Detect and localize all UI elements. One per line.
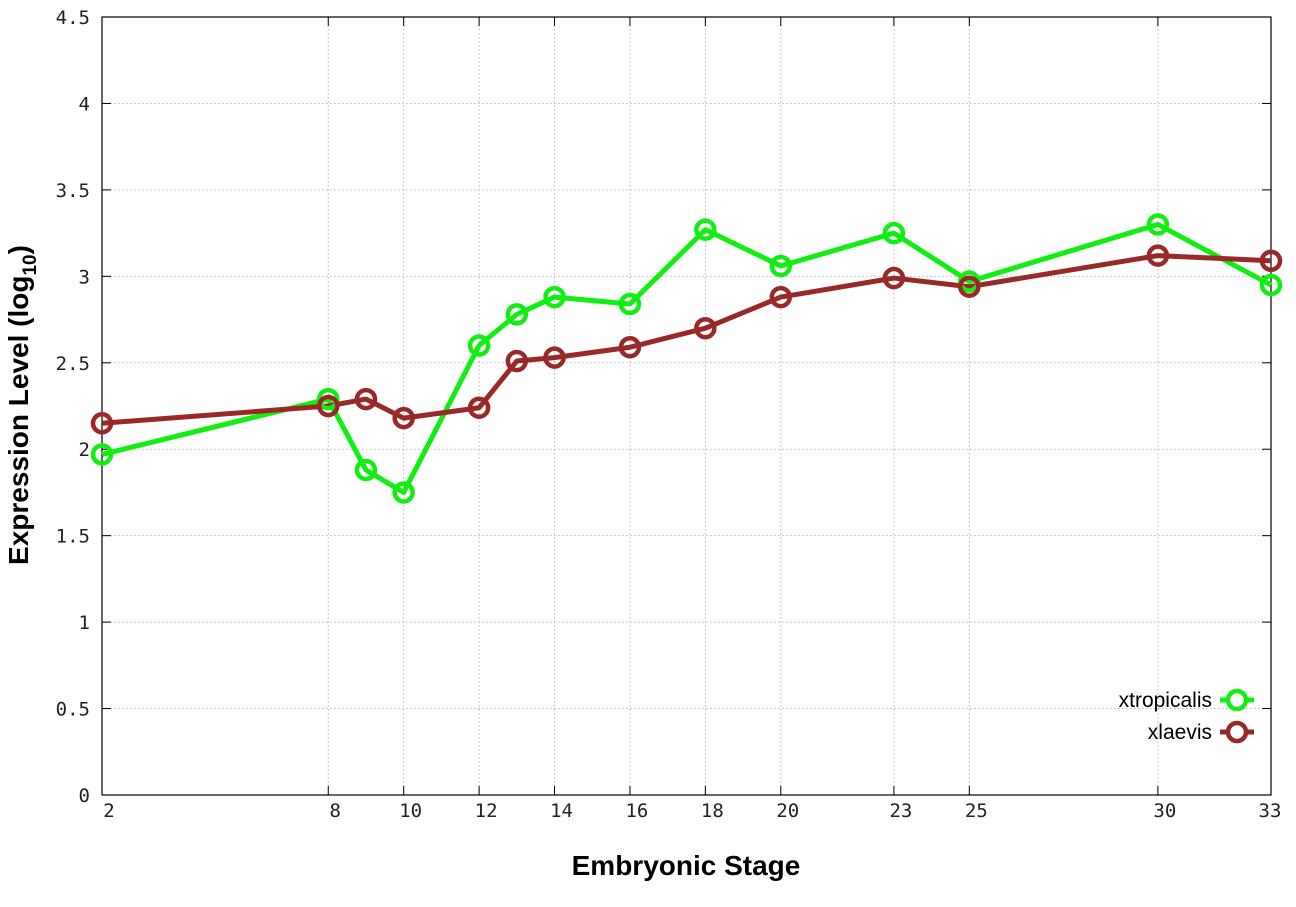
- data-point-xlaevis: [392, 406, 415, 430]
- data-point-xlaevis: [618, 335, 642, 359]
- data-point-xlaevis: [769, 285, 793, 309]
- data-point-xtropicalis: [1259, 273, 1283, 297]
- x-tick-label: 18: [701, 800, 724, 822]
- axis-ticks: [101, 16, 1272, 796]
- data-point-xlaevis: [694, 316, 717, 340]
- x-tick-label: 16: [625, 800, 648, 822]
- grid-lines: [102, 17, 1271, 795]
- data-point-xtropicalis: [882, 221, 906, 245]
- x-tick-label: 20: [776, 800, 799, 822]
- legend-label-xlaevis: xlaevis: [1148, 721, 1212, 744]
- x-tick-label: 12: [475, 800, 498, 822]
- legend: xtropicalis xlaevis: [1119, 688, 1254, 744]
- y-tick-label: 2: [79, 439, 90, 461]
- data-point-xtropicalis: [467, 334, 491, 357]
- x-tick-label: 25: [965, 800, 988, 822]
- series-lines: [101, 221, 1273, 495]
- y-tick-label: 0: [79, 785, 90, 807]
- y-tick-label: 0.5: [56, 699, 90, 721]
- data-point-xtropicalis: [769, 254, 793, 278]
- x-tick-label: 8: [330, 800, 341, 822]
- x-tick-label: 14: [550, 800, 573, 822]
- legend-swatch-marker-xtropicalis: [1225, 688, 1249, 712]
- y-tick-label: 1.5: [56, 526, 90, 548]
- data-point-xlaevis: [505, 349, 529, 373]
- y-axis-title: Expression Level (log10): [3, 245, 41, 565]
- legend-swatch-marker-xlaevis: [1225, 720, 1249, 744]
- series-line-xlaevis: [101, 253, 1272, 426]
- y-tick-label: 4.5: [56, 7, 90, 29]
- data-point-xlaevis: [1146, 244, 1170, 267]
- data-point-xlaevis: [90, 412, 114, 435]
- data-point-xlaevis: [1259, 249, 1283, 273]
- data-point-xtropicalis: [354, 458, 378, 482]
- data-point-xtropicalis: [317, 387, 340, 411]
- y-axis-title-subscript: 10: [20, 254, 41, 275]
- x-axis-title: Embryonic Stage: [572, 850, 801, 881]
- data-point-xtropicalis: [694, 218, 717, 241]
- data-point-xtropicalis: [543, 285, 566, 309]
- data-point-xtropicalis: [90, 443, 114, 466]
- x-tick-label: 23: [889, 800, 912, 822]
- data-point-xlaevis: [317, 394, 340, 418]
- y-tick-label: 3: [79, 266, 90, 288]
- y-tick-labels: 0 0.5 1 1.5 2 2.5 3 3.5 4 4.5: [56, 7, 90, 807]
- y-tick-label: 4: [79, 93, 90, 115]
- y-tick-label: 1: [79, 612, 90, 634]
- y-tick-label: 2.5: [56, 353, 90, 375]
- x-tick-labels: 2 8 10 12 14 16 18 20 23 25 30 33: [103, 800, 1281, 822]
- data-point-xtropicalis: [1146, 213, 1170, 236]
- data-point-xtropicalis: [618, 292, 642, 316]
- data-point-xlaevis: [467, 396, 491, 419]
- data-point-xlaevis: [543, 346, 566, 369]
- data-point-xtropicalis: [392, 481, 415, 504]
- x-tick-label: 30: [1153, 800, 1176, 822]
- y-tick-label: 3.5: [56, 180, 90, 202]
- data-point-xtropicalis: [505, 303, 529, 326]
- y-axis-title-close: ): [3, 245, 34, 254]
- data-point-xlaevis: [882, 266, 906, 290]
- y-axis-title-main: Expression Level (log: [3, 276, 34, 565]
- x-tick-label: 10: [399, 800, 422, 822]
- x-tick-label: 33: [1259, 800, 1282, 822]
- x-tick-label: 2: [103, 800, 114, 822]
- data-point-xlaevis: [958, 275, 981, 298]
- plot-frame: [101, 16, 1272, 796]
- data-point-xlaevis: [354, 387, 378, 411]
- series-points: [90, 213, 1283, 504]
- legend-label-xtropicalis: xtropicalis: [1119, 689, 1212, 712]
